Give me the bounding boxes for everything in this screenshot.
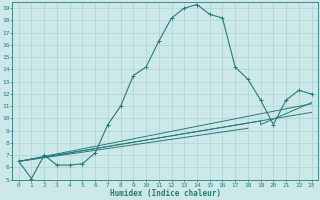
X-axis label: Humidex (Indice chaleur): Humidex (Indice chaleur) [110,189,220,198]
